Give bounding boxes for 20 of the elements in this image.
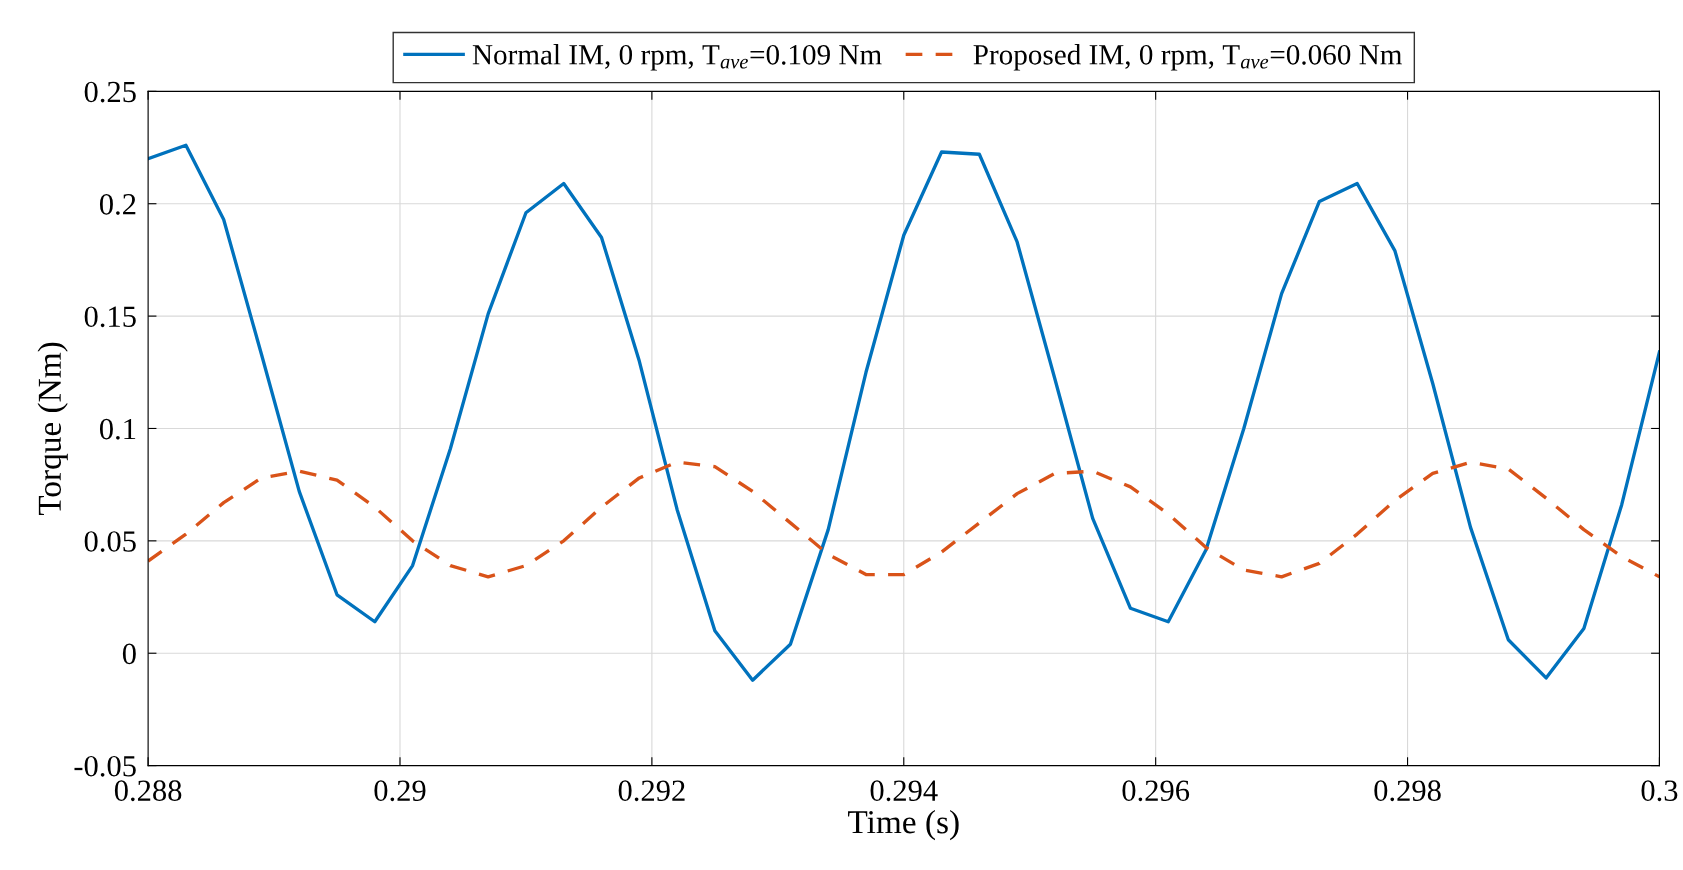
y-tick-label: 0.1	[99, 418, 136, 440]
y-tick-label: 0.25	[84, 81, 136, 103]
y-tick-label: 0.05	[84, 531, 136, 552]
y-tick-label: -0.05	[74, 755, 136, 777]
x-tick-label: 0.29	[374, 780, 426, 802]
y-tick-label: 0.2	[99, 194, 136, 215]
y-tick-label: 0	[122, 643, 136, 665]
x-tick-label: 0.294	[870, 780, 938, 802]
y-tick-label: 0.15	[84, 306, 136, 328]
x-tick-label: 0.296	[1122, 780, 1190, 802]
line-series	[148, 460, 1660, 579]
x-axis-title: Time (s)	[848, 809, 959, 841]
y-axis-title: Torque (Nm)	[37, 342, 68, 516]
x-tick-label: 0.288	[114, 780, 182, 802]
x-tick-label: 0.3	[1641, 780, 1678, 802]
legend-label: Proposed IM, 0 rpm, T$_{ave}$=0.060 Nm	[973, 44, 1402, 71]
x-tick-label: 0.292	[618, 780, 685, 802]
line-series	[148, 143, 1660, 682]
legend-label: Normal IM, 0 rpm, T$_{ave}$=0.109 Nm	[472, 44, 882, 71]
x-tick-label: 0.298	[1374, 780, 1441, 802]
